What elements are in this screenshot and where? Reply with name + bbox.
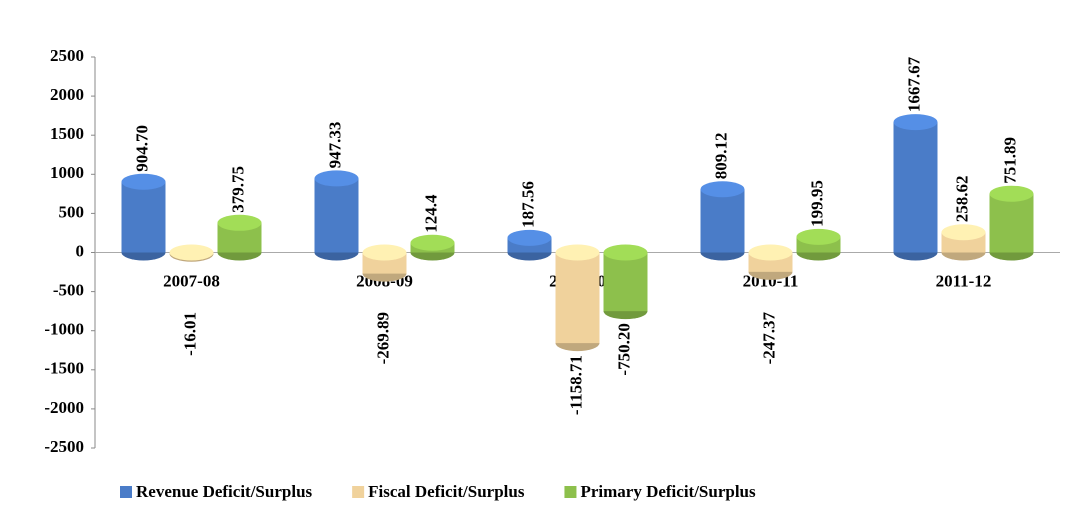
bar-top xyxy=(121,173,166,190)
bar xyxy=(941,224,986,261)
bar-body xyxy=(555,252,600,344)
bar-top xyxy=(555,244,600,261)
bar-top xyxy=(748,244,793,261)
legend-label: Revenue Deficit/Surplus xyxy=(136,482,313,501)
y-tick-label: -2000 xyxy=(44,398,84,417)
bar xyxy=(700,181,745,261)
data-label: 751.89 xyxy=(1000,137,1019,184)
data-label: 904.70 xyxy=(132,125,151,172)
bar-top xyxy=(217,214,262,231)
bar-top xyxy=(989,185,1034,202)
bar xyxy=(217,214,262,261)
bar xyxy=(507,229,552,261)
data-label: -269.89 xyxy=(373,312,392,364)
data-label: 258.62 xyxy=(952,176,971,223)
legend-label: Fiscal Deficit/Surplus xyxy=(368,482,525,501)
data-label: -16.01 xyxy=(180,312,199,356)
bar xyxy=(169,244,214,262)
y-tick-label: -500 xyxy=(53,281,84,300)
data-label: 187.56 xyxy=(518,181,537,228)
y-tick-label: -1500 xyxy=(44,359,84,378)
bar-body xyxy=(121,181,166,253)
x-tick-label: 2011-12 xyxy=(936,271,992,290)
bar-top xyxy=(700,181,745,198)
bar-top xyxy=(169,244,214,261)
y-tick-label: 2500 xyxy=(50,46,84,65)
data-label: 124.4 xyxy=(421,194,440,233)
bar xyxy=(362,244,407,282)
y-tick-label: 2000 xyxy=(50,85,84,104)
bar-top xyxy=(893,114,938,131)
bar-top xyxy=(603,244,648,261)
bar-body xyxy=(314,178,359,253)
data-label: 1667.67 xyxy=(904,56,923,112)
legend-swatch xyxy=(564,486,577,498)
legend-label: Primary Deficit/Surplus xyxy=(580,482,756,501)
y-tick-label: 1000 xyxy=(50,163,84,182)
bar xyxy=(989,185,1034,261)
bar-top xyxy=(362,244,407,261)
x-tick-label: 2007-08 xyxy=(163,271,220,290)
bar xyxy=(121,173,166,261)
data-label: -247.37 xyxy=(759,312,778,365)
bar-top xyxy=(941,224,986,241)
bar xyxy=(893,114,938,261)
legend-swatch xyxy=(120,486,132,498)
data-label: 809.12 xyxy=(711,132,730,179)
bar-body xyxy=(603,252,648,312)
y-tick-label: -1000 xyxy=(44,320,84,339)
bar-body xyxy=(989,193,1034,253)
bar-top xyxy=(314,170,359,187)
y-tick-label: -2500 xyxy=(44,437,84,456)
bar-body xyxy=(700,189,745,253)
bar xyxy=(410,234,455,261)
bar-top xyxy=(796,228,841,245)
bar-top xyxy=(410,234,455,251)
y-tick-label: 500 xyxy=(59,202,85,221)
data-label: 199.95 xyxy=(807,180,826,227)
data-label: -1158.71 xyxy=(566,355,585,415)
bar xyxy=(555,244,600,352)
bar xyxy=(796,228,841,261)
data-label: -750.20 xyxy=(614,323,633,375)
bar xyxy=(314,170,359,261)
data-label: 947.33 xyxy=(325,122,344,169)
bar xyxy=(603,244,648,320)
data-label: 379.75 xyxy=(228,166,247,213)
y-tick-label: 0 xyxy=(76,241,85,260)
y-tick-label: 1500 xyxy=(50,124,84,143)
bar xyxy=(748,244,793,280)
legend-swatch xyxy=(352,486,365,498)
bar-body xyxy=(893,122,938,253)
bar-top xyxy=(507,229,552,246)
